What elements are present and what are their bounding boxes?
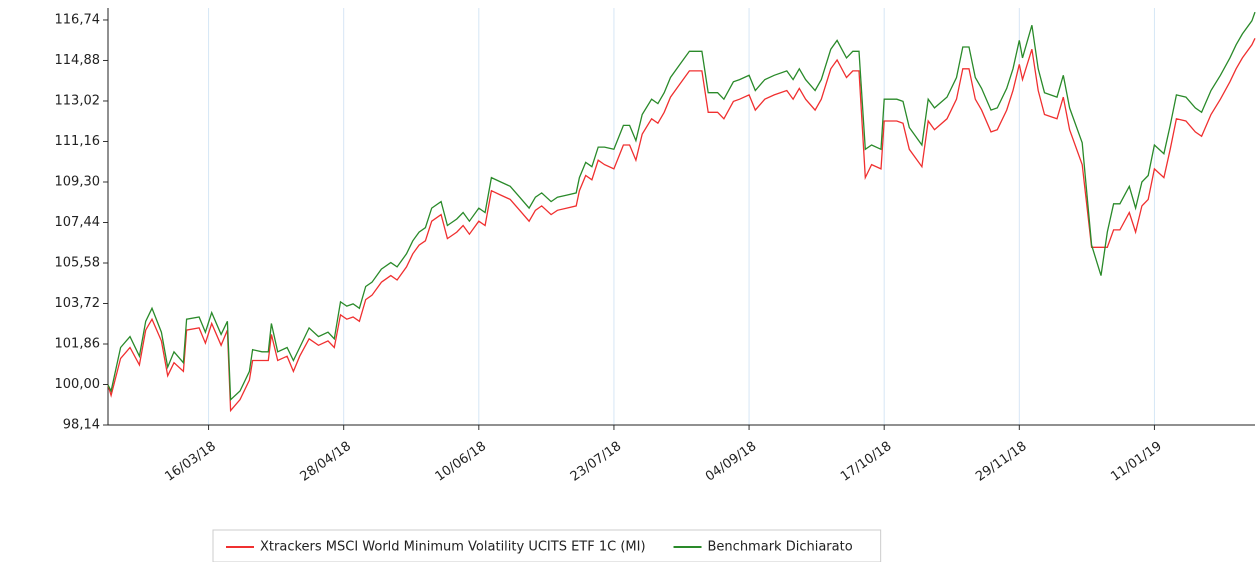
x-tick-label: 16/03/18	[162, 439, 218, 485]
legend-box	[212, 529, 882, 562]
y-tick-label: 100,00	[55, 377, 101, 392]
legend-label: Benchmark Dichiarato	[708, 540, 853, 555]
series-line	[107, 38, 1256, 413]
y-tick-label: 109,30	[55, 174, 101, 189]
series-line	[107, 11, 1256, 402]
y-tick-label: 111,16	[55, 134, 101, 149]
y-tick-label: 116,74	[55, 12, 101, 27]
y-tick-label: 107,44	[55, 215, 101, 230]
x-tick-label: 10/06/18	[433, 439, 489, 485]
legend-label: Xtrackers MSCI World Minimum Volatility …	[260, 540, 646, 555]
x-tick-label: 28/04/18	[298, 439, 354, 485]
x-tick-label: 11/01/19	[1108, 439, 1164, 485]
x-tick-label: 04/09/18	[703, 439, 759, 485]
x-tick-label: 17/10/18	[838, 439, 894, 485]
y-tick-label: 98,14	[63, 418, 100, 433]
y-tick-label: 101,86	[55, 336, 101, 351]
y-tick-label: 114,88	[55, 53, 101, 68]
x-tick-label: 23/07/18	[568, 439, 624, 485]
legend: Xtrackers MSCI World Minimum Volatility …	[212, 529, 882, 562]
y-tick-label: 103,72	[55, 296, 101, 311]
x-tick-label: 29/11/18	[973, 439, 1029, 485]
y-tick-label: 113,02	[55, 93, 101, 108]
y-tick-label: 105,58	[55, 255, 101, 270]
